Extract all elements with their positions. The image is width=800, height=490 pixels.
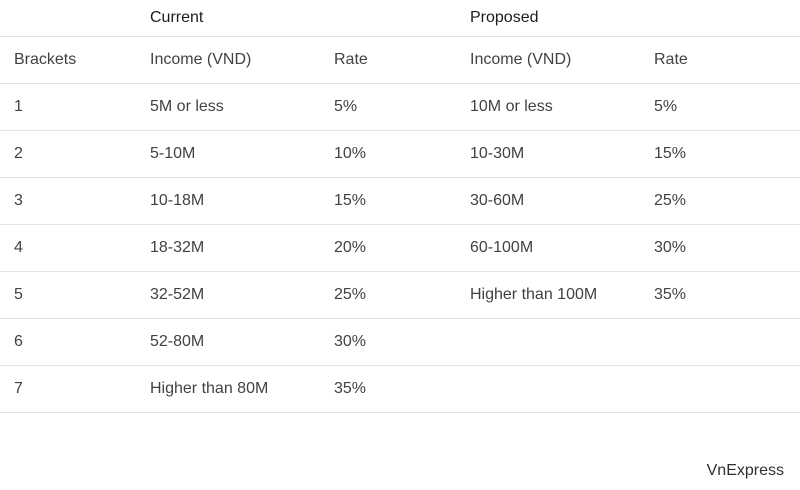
current-income-cell: 10-18M (150, 192, 205, 209)
current-rate-cell: 30% (334, 333, 367, 350)
source-credit: VnExpress (706, 462, 784, 479)
current-rate-cell: 35% (334, 380, 367, 397)
column-header-rate-current: Rate (334, 51, 368, 68)
bracket-cell: 5 (14, 286, 23, 303)
proposed-rate-cell (640, 319, 800, 366)
current-income-cell: 5-10M (150, 145, 196, 162)
column-header-rate-proposed: Rate (654, 51, 688, 68)
current-rate-cell: 5% (334, 98, 358, 115)
current-income-cell: Higher than 80M (150, 380, 269, 397)
proposed-income-cell: 30-60M (470, 192, 525, 209)
table-row: 4 18-32M 20% 60-100M 30% (0, 225, 800, 272)
bracket-cell: 1 (14, 98, 23, 115)
bracket-cell: 4 (14, 239, 23, 256)
current-income-cell: 52-80M (150, 333, 205, 350)
current-rate-cell: 10% (334, 145, 367, 162)
column-header-income-current: Income (VND) (150, 51, 252, 68)
tax-brackets-table: Current Proposed Brackets Income (VND) R… (0, 0, 800, 413)
proposed-rate-cell: 35% (654, 286, 687, 303)
group-header-current: Current (150, 9, 204, 26)
table-row: 6 52-80M 30% (0, 319, 800, 366)
table-row: 2 5-10M 10% 10-30M 15% (0, 131, 800, 178)
current-rate-cell: 15% (334, 192, 367, 209)
proposed-rate-cell: 25% (654, 192, 687, 209)
group-header-spacer (640, 0, 800, 37)
proposed-income-cell (456, 366, 640, 413)
group-header-spacer (320, 0, 456, 37)
column-header-row: Brackets Income (VND) Rate Income (VND) … (0, 37, 800, 84)
bracket-cell: 6 (14, 333, 23, 350)
bracket-cell: 3 (14, 192, 23, 209)
table-row: 1 5M or less 5% 10M or less 5% (0, 84, 800, 131)
proposed-income-cell: Higher than 100M (470, 286, 598, 303)
bracket-cell: 2 (14, 145, 23, 162)
proposed-rate-cell: 15% (654, 145, 687, 162)
current-income-cell: 32-52M (150, 286, 205, 303)
current-rate-cell: 25% (334, 286, 367, 303)
column-header-brackets: Brackets (14, 51, 77, 68)
table-row: 3 10-18M 15% 30-60M 25% (0, 178, 800, 225)
group-header-spacer (0, 0, 136, 37)
proposed-income-cell: 10-30M (470, 145, 525, 162)
column-header-income-proposed: Income (VND) (470, 51, 572, 68)
current-income-cell: 5M or less (150, 98, 224, 115)
group-header-row: Current Proposed (0, 0, 800, 37)
proposed-income-cell: 60-100M (470, 239, 534, 256)
bracket-cell: 7 (14, 380, 23, 397)
proposed-rate-cell: 5% (654, 98, 678, 115)
proposed-income-cell (456, 319, 640, 366)
table-row: 5 32-52M 25% Higher than 100M 35% (0, 272, 800, 319)
group-header-proposed: Proposed (470, 9, 539, 26)
current-income-cell: 18-32M (150, 239, 205, 256)
table-row: 7 Higher than 80M 35% (0, 366, 800, 413)
proposed-rate-cell (640, 366, 800, 413)
current-rate-cell: 20% (334, 239, 367, 256)
proposed-income-cell: 10M or less (470, 98, 553, 115)
proposed-rate-cell: 30% (654, 239, 687, 256)
